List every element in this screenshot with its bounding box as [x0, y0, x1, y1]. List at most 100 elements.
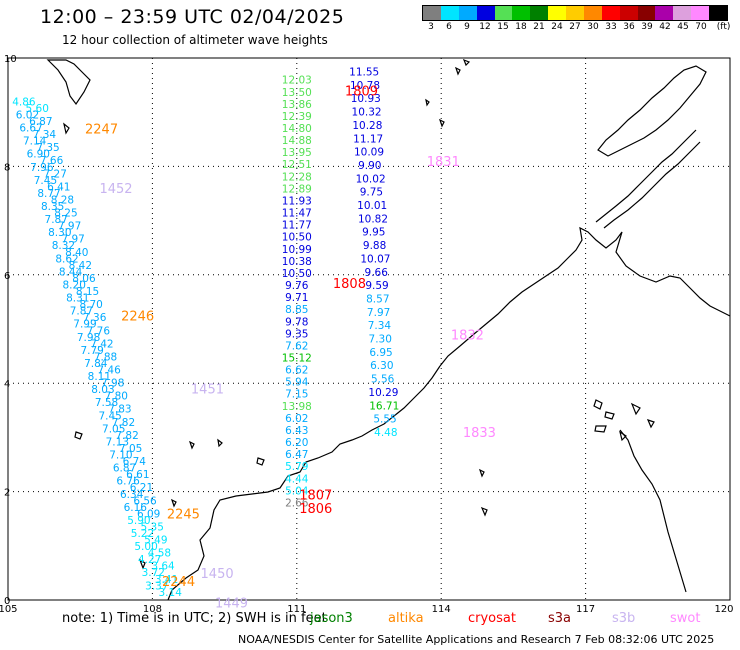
scale-label-5: 18 — [515, 22, 527, 32]
wave-height-value: 8.35 — [41, 201, 64, 213]
altimeter-tracks: 12.0313.5013.8612.3914.8014.8813.9512.51… — [12, 67, 399, 599]
wave-height-value: 5.56 — [371, 374, 395, 386]
wave-height-value: 7.84 — [84, 358, 108, 370]
wave-height-value: 10.78 — [350, 80, 380, 92]
swatch-0 — [423, 6, 441, 20]
wave-height-value: 3.37 — [145, 580, 168, 592]
wave-height-value: 12.51 — [282, 159, 312, 171]
wave-height-value: 11.17 — [353, 133, 383, 145]
wave-height-value: 8.03 — [91, 384, 114, 396]
pass-label: 1451 — [191, 383, 224, 398]
wave-height-value: 7.13 — [106, 436, 129, 448]
swatch-10 — [601, 6, 620, 20]
wave-height-value: 9.88 — [363, 240, 386, 252]
wave-height-value: 8.15 — [76, 286, 99, 298]
legend-swot: swot — [670, 611, 701, 626]
pass-label: 2247 — [85, 122, 118, 137]
pass-label: 1833 — [463, 426, 496, 441]
scale-label-16: (ft) — [716, 22, 731, 32]
wave-height-value: 7.97 — [58, 221, 81, 233]
wave-height-value: 7.66 — [40, 155, 64, 167]
credit-line: NOAA/NESDIS Center for Satellite Applica… — [238, 633, 715, 646]
coast-borneo-north — [439, 226, 731, 367]
wave-height-value: 6.95 — [369, 347, 392, 359]
wave-height-value: 6.87 — [113, 463, 136, 475]
wave-height-value: 8.20 — [63, 279, 86, 291]
lon-label: 114 — [432, 604, 451, 615]
swatch-13 — [655, 6, 674, 20]
wave-height-value: 7.76 — [87, 325, 111, 337]
wave-height-value: 7.05 — [102, 423, 125, 435]
wave-height-value: 7.42 — [90, 338, 113, 350]
wave-height-value: 5.22 — [131, 528, 154, 540]
longitude-labels: 105 108 111 114 117 120 — [0, 604, 734, 615]
swatch-6 — [530, 6, 549, 20]
swatch-7 — [548, 6, 566, 20]
wave-height-value: 8.62 — [55, 253, 78, 265]
lat-label: 0 — [4, 596, 10, 607]
wave-height-value: 8.32 — [52, 240, 75, 252]
wave-height-value: 7.97 — [61, 234, 84, 246]
scale-label-10: 33 — [605, 22, 617, 32]
wave-height-value: 10.93 — [351, 93, 381, 105]
color-swatches — [422, 5, 728, 21]
wave-height-value: 16.71 — [369, 400, 399, 412]
wave-height-value: 7.27 — [44, 168, 67, 180]
coast-east-borneo — [619, 429, 687, 593]
wave-height-value: 6.02 — [16, 109, 39, 121]
wave-height-value: 2.66 — [285, 497, 309, 509]
wave-height-value: 13.86 — [282, 99, 312, 111]
pass-label: 1807 — [299, 488, 332, 503]
lat-label: 2 — [4, 488, 10, 499]
swatch-3 — [476, 6, 495, 20]
western-track: 4.865.606.026.876.677.347.147.356.907.66… — [12, 96, 182, 599]
wave-height-value: 6.43 — [285, 425, 308, 437]
wave-height-value: 9.59 — [365, 280, 388, 292]
coast-west-islet — [63, 122, 70, 135]
wave-height-value: 6.30 — [370, 360, 393, 372]
wave-height-value: 8.77 — [37, 188, 60, 200]
wave-height-value: 10.32 — [352, 107, 382, 119]
wave-height-value: 10.28 — [352, 120, 382, 132]
wave-height-value: 10.01 — [357, 200, 387, 212]
legend-altika: altika — [388, 611, 424, 626]
wave-height-value: 5.55 — [373, 414, 396, 426]
wave-height-value: 8.30 — [48, 227, 71, 239]
wave-height-value: 12.03 — [282, 75, 312, 87]
wave-height-value: 3.41 — [155, 574, 178, 586]
swatch-16 — [709, 6, 727, 20]
wave-height-value: 10.50 — [282, 268, 312, 280]
wave-height-value: 9.71 — [285, 292, 308, 304]
wave-height-value: 10.99 — [282, 244, 312, 256]
scale-label-14: 45 — [677, 22, 689, 32]
wave-height-value: 7.99 — [73, 319, 96, 331]
wave-height-value: 7.96 — [30, 162, 54, 174]
lon-label: 117 — [576, 604, 595, 615]
wave-height-value: 4.27 — [138, 554, 161, 566]
wave-height-value: 6.87 — [29, 116, 52, 128]
swatch-11 — [619, 6, 638, 20]
coast-palawan — [595, 129, 697, 223]
wave-height-value: 10.09 — [354, 147, 384, 159]
scale-label-0: 3 — [428, 22, 434, 32]
wave-height-value: 6.56 — [133, 495, 157, 507]
wave-height-value: 5.60 — [26, 103, 49, 115]
wave-height-value: 5.94 — [285, 377, 309, 389]
wave-height-value: 6.90 — [27, 149, 50, 161]
swatch-2 — [458, 6, 477, 20]
wave-height-value: 7.87 — [45, 214, 68, 226]
wave-height-value: 6.61 — [126, 469, 149, 481]
wave-height-value: 4.86 — [12, 96, 36, 108]
pass-label: 1449 — [215, 597, 248, 612]
coastline — [46, 58, 731, 601]
lat-label: 10 — [4, 54, 17, 65]
pass-label: 2244 — [162, 575, 195, 590]
wave-height-value: 7.98 — [77, 332, 100, 344]
wave-height-value: 8.85 — [285, 304, 308, 316]
lon-label: 108 — [143, 604, 162, 615]
swatch-9 — [583, 6, 602, 20]
wave-height-value: 7.82 — [115, 430, 138, 442]
wave-height-value: 6.02 — [285, 413, 308, 425]
wave-height-value: 5.35 — [141, 521, 164, 533]
wave-height-value: 7.62 — [285, 340, 308, 352]
